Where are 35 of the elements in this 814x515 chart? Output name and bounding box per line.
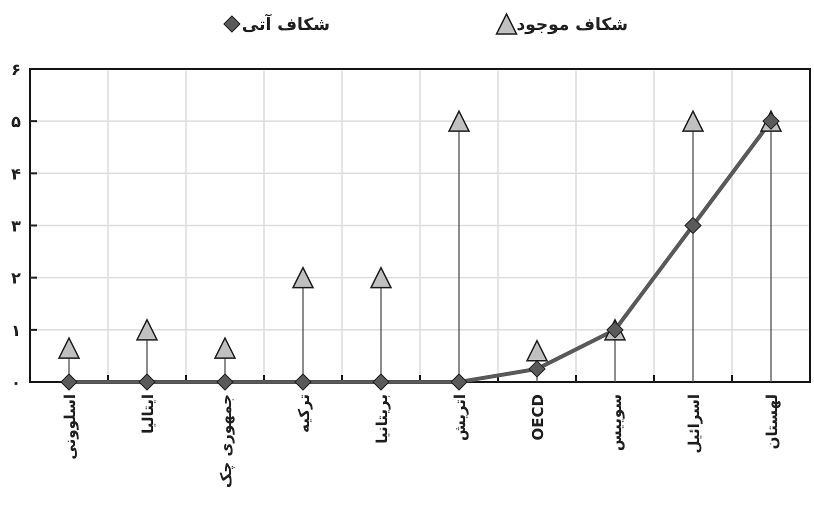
y-tick-label: ۴ (11, 164, 22, 184)
point (292, 266, 314, 288)
point (58, 337, 80, 359)
x-tick-label: OECD (529, 394, 547, 440)
point (526, 340, 548, 362)
legend-label: شکاف موجود (516, 15, 628, 35)
point (372, 374, 390, 390)
y-tick-label: ۶ (11, 60, 21, 79)
point (136, 319, 158, 341)
x-tick-label: ایتالیا (139, 394, 157, 434)
point (528, 360, 546, 378)
point (60, 374, 78, 390)
y-tick-label: ۱ (11, 320, 21, 340)
point (138, 374, 156, 390)
point (370, 266, 392, 288)
point (684, 217, 702, 234)
x-tick-label: لهستان (763, 394, 781, 450)
y-tick-label: ۵ (11, 112, 22, 132)
x-tick-label: جمهوری چک (217, 394, 235, 488)
x-tick-label: بریتانیا (373, 394, 391, 444)
point (294, 374, 312, 390)
x-tick-label: ترکیه (295, 394, 313, 433)
x-tick-label: اسرائیل (685, 394, 703, 454)
y-tick-label: ۳ (11, 216, 22, 236)
x-tick-label: سوییس (607, 394, 625, 452)
y-tick-label: ۰ (11, 373, 21, 392)
y-tick-label: ۲ (11, 268, 22, 288)
x-tick-label: اسلوونی (61, 394, 79, 460)
point (216, 374, 234, 390)
point (214, 337, 236, 359)
legend-label: شکاف آتی (242, 13, 330, 35)
point (682, 110, 704, 132)
x-tick-label: اتریش (451, 394, 469, 441)
point (448, 110, 470, 132)
point (450, 374, 468, 390)
